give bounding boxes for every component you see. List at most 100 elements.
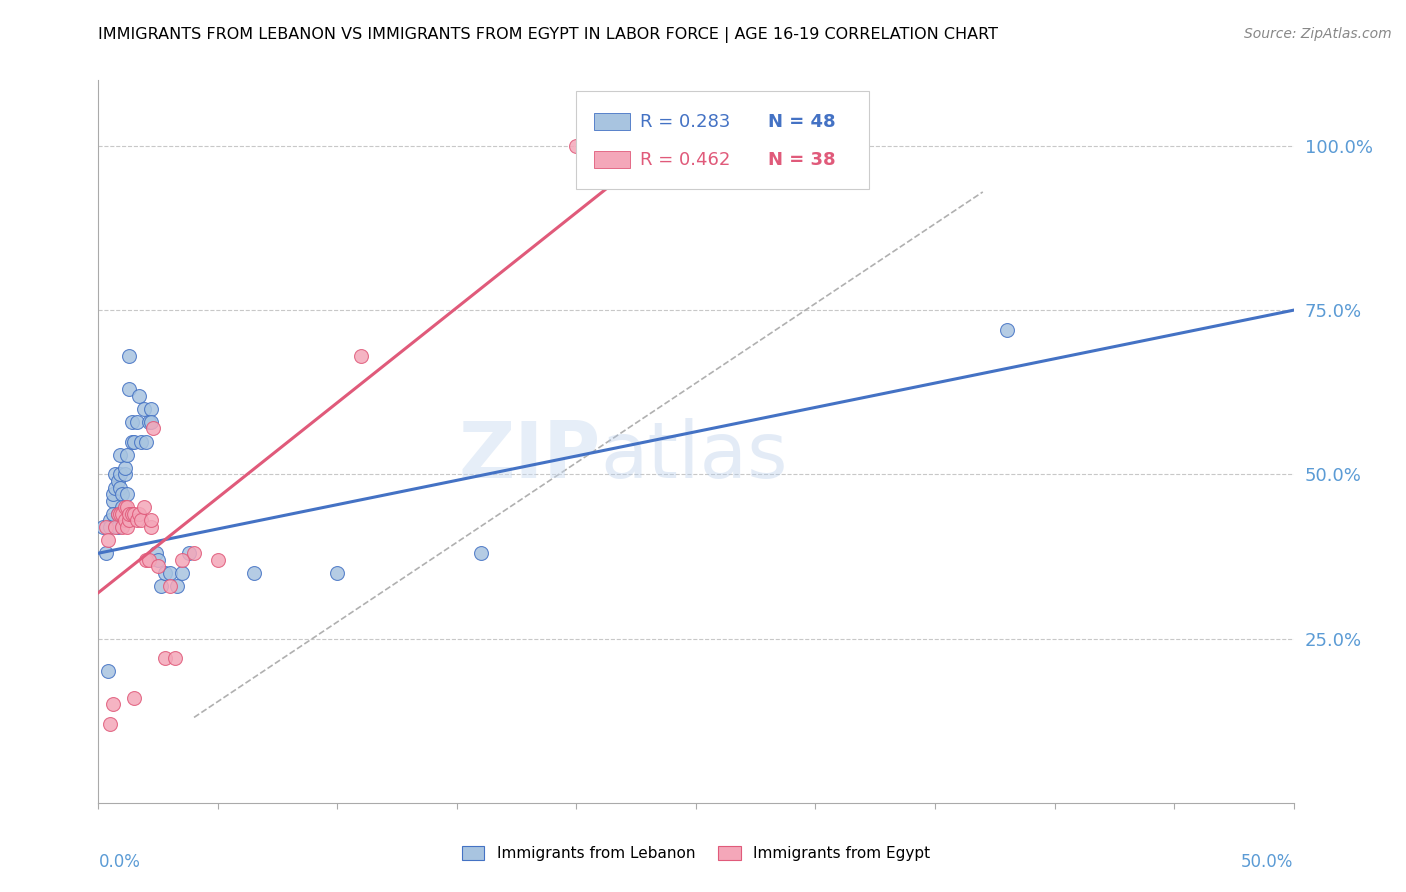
Point: [107, 520, 129, 534]
Point: [138, 553, 160, 567]
Text: IMMIGRANTS FROM LEBANON VS IMMIGRANTS FROM EGYPT IN LABOR FORCE | AGE 16-19 CORR: IMMIGRANTS FROM LEBANON VS IMMIGRANTS FR…: [98, 27, 998, 43]
Point: [121, 415, 143, 429]
Point: [108, 467, 131, 482]
Point: [243, 566, 266, 580]
Point: [142, 421, 165, 435]
Point: [124, 690, 146, 705]
Point: [139, 513, 162, 527]
Point: [111, 507, 134, 521]
Point: [108, 481, 131, 495]
Point: [101, 487, 124, 501]
Point: [101, 507, 124, 521]
Text: ZIP: ZIP: [458, 418, 600, 494]
Point: [145, 546, 167, 560]
Point: [98, 513, 122, 527]
Point: [98, 717, 122, 731]
Point: [111, 500, 134, 515]
Point: [470, 546, 492, 560]
Point: [172, 553, 194, 567]
Point: [350, 349, 373, 363]
Point: [107, 507, 129, 521]
FancyBboxPatch shape: [576, 91, 869, 189]
Point: [114, 513, 136, 527]
Point: [115, 448, 138, 462]
Point: [637, 159, 659, 173]
Point: [108, 507, 131, 521]
Point: [104, 467, 127, 482]
Point: [135, 553, 157, 567]
Point: [94, 520, 117, 534]
Point: [125, 415, 148, 429]
Point: [125, 513, 148, 527]
Point: [565, 139, 588, 153]
Point: [159, 566, 181, 580]
Text: 0.0%: 0.0%: [98, 854, 141, 871]
Point: [139, 401, 162, 416]
Point: [132, 500, 155, 515]
Point: [111, 487, 134, 501]
Point: [114, 460, 136, 475]
Text: Source: ZipAtlas.com: Source: ZipAtlas.com: [1244, 27, 1392, 41]
Point: [166, 579, 188, 593]
Point: [107, 474, 129, 488]
Point: [101, 698, 124, 712]
Point: [98, 520, 122, 534]
FancyBboxPatch shape: [595, 151, 630, 169]
Point: [149, 579, 172, 593]
Point: [637, 139, 659, 153]
Point: [148, 553, 170, 567]
Point: [114, 467, 136, 482]
Point: [163, 651, 186, 665]
Point: [326, 566, 349, 580]
Legend: Immigrants from Lebanon, Immigrants from Egypt: Immigrants from Lebanon, Immigrants from…: [456, 840, 936, 867]
Point: [101, 493, 124, 508]
Point: [995, 323, 1018, 337]
Point: [121, 507, 143, 521]
Point: [155, 566, 177, 580]
Text: N = 38: N = 38: [768, 151, 835, 169]
Point: [207, 553, 229, 567]
Point: [111, 520, 134, 534]
Point: [121, 434, 143, 449]
Point: [108, 448, 131, 462]
Point: [179, 546, 201, 560]
Point: [155, 651, 177, 665]
Point: [124, 507, 146, 521]
Point: [97, 665, 120, 679]
Text: 50.0%: 50.0%: [1241, 854, 1294, 871]
Point: [118, 507, 141, 521]
Text: R = 0.462: R = 0.462: [640, 151, 730, 169]
Point: [115, 520, 138, 534]
Point: [148, 559, 170, 574]
Point: [104, 520, 127, 534]
Point: [118, 349, 141, 363]
Point: [183, 546, 205, 560]
Point: [139, 415, 162, 429]
Point: [107, 507, 129, 521]
Point: [118, 513, 141, 527]
Point: [104, 481, 127, 495]
Point: [131, 434, 153, 449]
Point: [132, 401, 155, 416]
Point: [139, 520, 162, 534]
Text: atlas: atlas: [600, 418, 787, 494]
Point: [128, 507, 150, 521]
Point: [118, 382, 141, 396]
Point: [128, 388, 150, 402]
Point: [131, 513, 153, 527]
Point: [115, 487, 138, 501]
Text: R = 0.283: R = 0.283: [640, 112, 730, 131]
Point: [115, 500, 138, 515]
Point: [91, 520, 114, 534]
Point: [94, 546, 117, 560]
Point: [114, 500, 136, 515]
Point: [135, 434, 157, 449]
Point: [138, 415, 160, 429]
Text: N = 48: N = 48: [768, 112, 835, 131]
FancyBboxPatch shape: [595, 113, 630, 130]
Point: [159, 579, 181, 593]
Point: [97, 533, 120, 547]
Point: [172, 566, 194, 580]
Point: [124, 434, 146, 449]
Point: [111, 513, 134, 527]
